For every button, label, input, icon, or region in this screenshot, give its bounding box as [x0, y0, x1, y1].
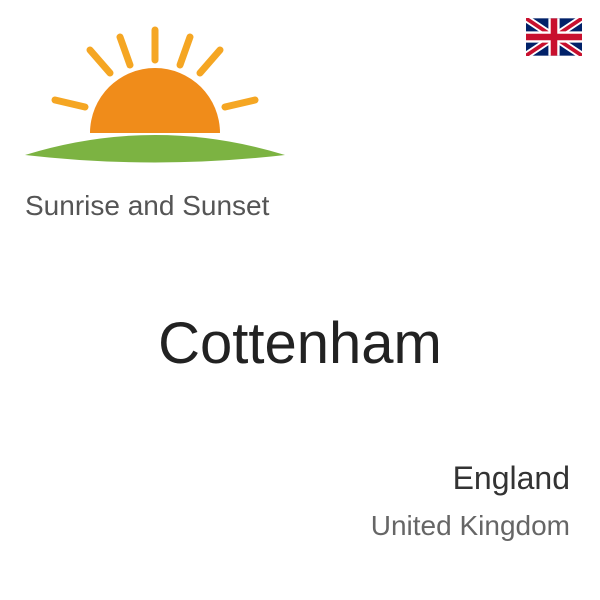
sunrise-logo [15, 15, 295, 195]
region-name: England [453, 460, 570, 497]
country-name: United Kingdom [371, 510, 570, 542]
tagline-text: Sunrise and Sunset [25, 190, 269, 222]
uk-flag-icon [526, 18, 582, 56]
card-container: Sunrise and Sunset Cottenham England Uni… [0, 0, 600, 600]
city-name: Cottenham [0, 310, 600, 377]
